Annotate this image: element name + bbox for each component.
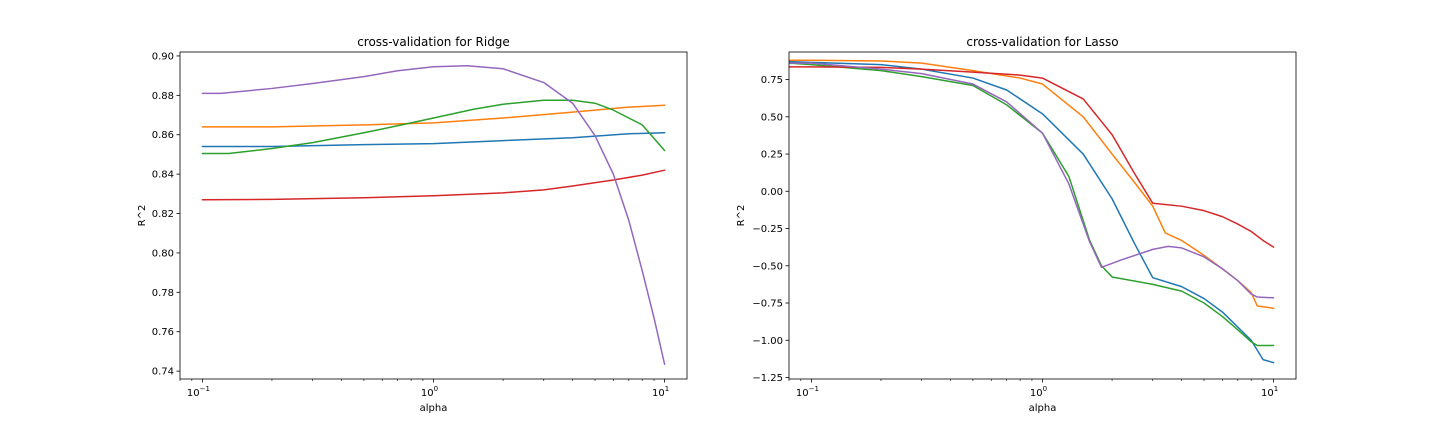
- ridge-y-tick-label: 0.84: [152, 170, 174, 181]
- ridge-x-tick-label: 100: [421, 385, 438, 399]
- ridge-series-line-4: [201, 169, 666, 201]
- ridge-x-tick-label: 101: [652, 385, 669, 399]
- ridge-ticks: 0.74 0.76 0.78 0.80 0.82 0.84 0.86 0.88 0.90 10−1…: [152, 51, 669, 399]
- lasso-series-line-1: [789, 60, 1275, 364]
- lasso-plot-area: [789, 59, 1275, 364]
- ridge-series-line-3: [201, 99, 666, 155]
- ridge-series-line-2: [201, 104, 666, 128]
- lasso-y-tick-label: −0.75: [752, 299, 783, 310]
- lasso-y-tick-label: −0.25: [752, 224, 783, 235]
- lasso-y-tick-label: −1.00: [752, 336, 783, 347]
- lasso-y-tick-label: 0.25: [761, 150, 783, 161]
- ridge-x-axis-label: alpha: [420, 403, 448, 414]
- ridge-axes-frame: [179, 51, 688, 380]
- ridge-y-tick-label: 0.80: [152, 248, 174, 259]
- lasso-y-axis-label: R^2: [736, 205, 747, 227]
- ridge-y-tick-label: 0.88: [152, 91, 174, 102]
- ridge-x-tick-label: 10−1: [187, 385, 210, 399]
- ridge-y-tick-label: 0.86: [152, 130, 174, 141]
- lasso-y-tick-label: −1.25: [752, 373, 783, 384]
- lasso-series-line-4: [789, 66, 1275, 248]
- lasso-x-axis-label: alpha: [1029, 403, 1057, 414]
- lasso-x-tick-label: 101: [1261, 385, 1278, 399]
- lasso-y-tick-label: 0.75: [761, 75, 783, 86]
- lasso-x-tick-label: 10−1: [796, 385, 819, 399]
- lasso-y-tick-label: 0.00: [761, 187, 783, 198]
- lasso-series-line-5: [789, 62, 1275, 299]
- lasso-series-line-2: [789, 59, 1275, 309]
- lasso-ticks: 0.75 0.50 0.25 0.00 −0.25 −0.50 −0.75 −1.00 −1.2…: [752, 75, 1278, 399]
- lasso-subplot: cross-validation for Lasso alpha R^2 0.7…: [736, 35, 1297, 414]
- ridge-title: cross-validation for Ridge: [357, 35, 510, 49]
- ridge-y-tick-label: 0.78: [152, 288, 174, 299]
- lasso-x-tick-label: 100: [1030, 385, 1047, 399]
- ridge-y-tick-label: 0.90: [152, 51, 174, 62]
- ridge-series-line-5: [201, 65, 666, 365]
- ridge-y-tick-label: 0.82: [152, 209, 174, 220]
- ridge-y-tick-label: 0.76: [152, 327, 174, 338]
- ridge-subplot: cross-validation for Ridge alpha R^2 0.7…: [137, 35, 688, 414]
- lasso-y-tick-label: −0.50: [752, 261, 783, 272]
- lasso-title: cross-validation for Lasso: [966, 35, 1118, 49]
- lasso-axes-frame: [788, 51, 1297, 380]
- lasso-y-tick-label: 0.50: [761, 112, 783, 123]
- ridge-plot-area: [201, 65, 666, 365]
- ridge-y-axis-label: R^2: [137, 205, 148, 227]
- ridge-y-tick-label: 0.74: [152, 367, 174, 378]
